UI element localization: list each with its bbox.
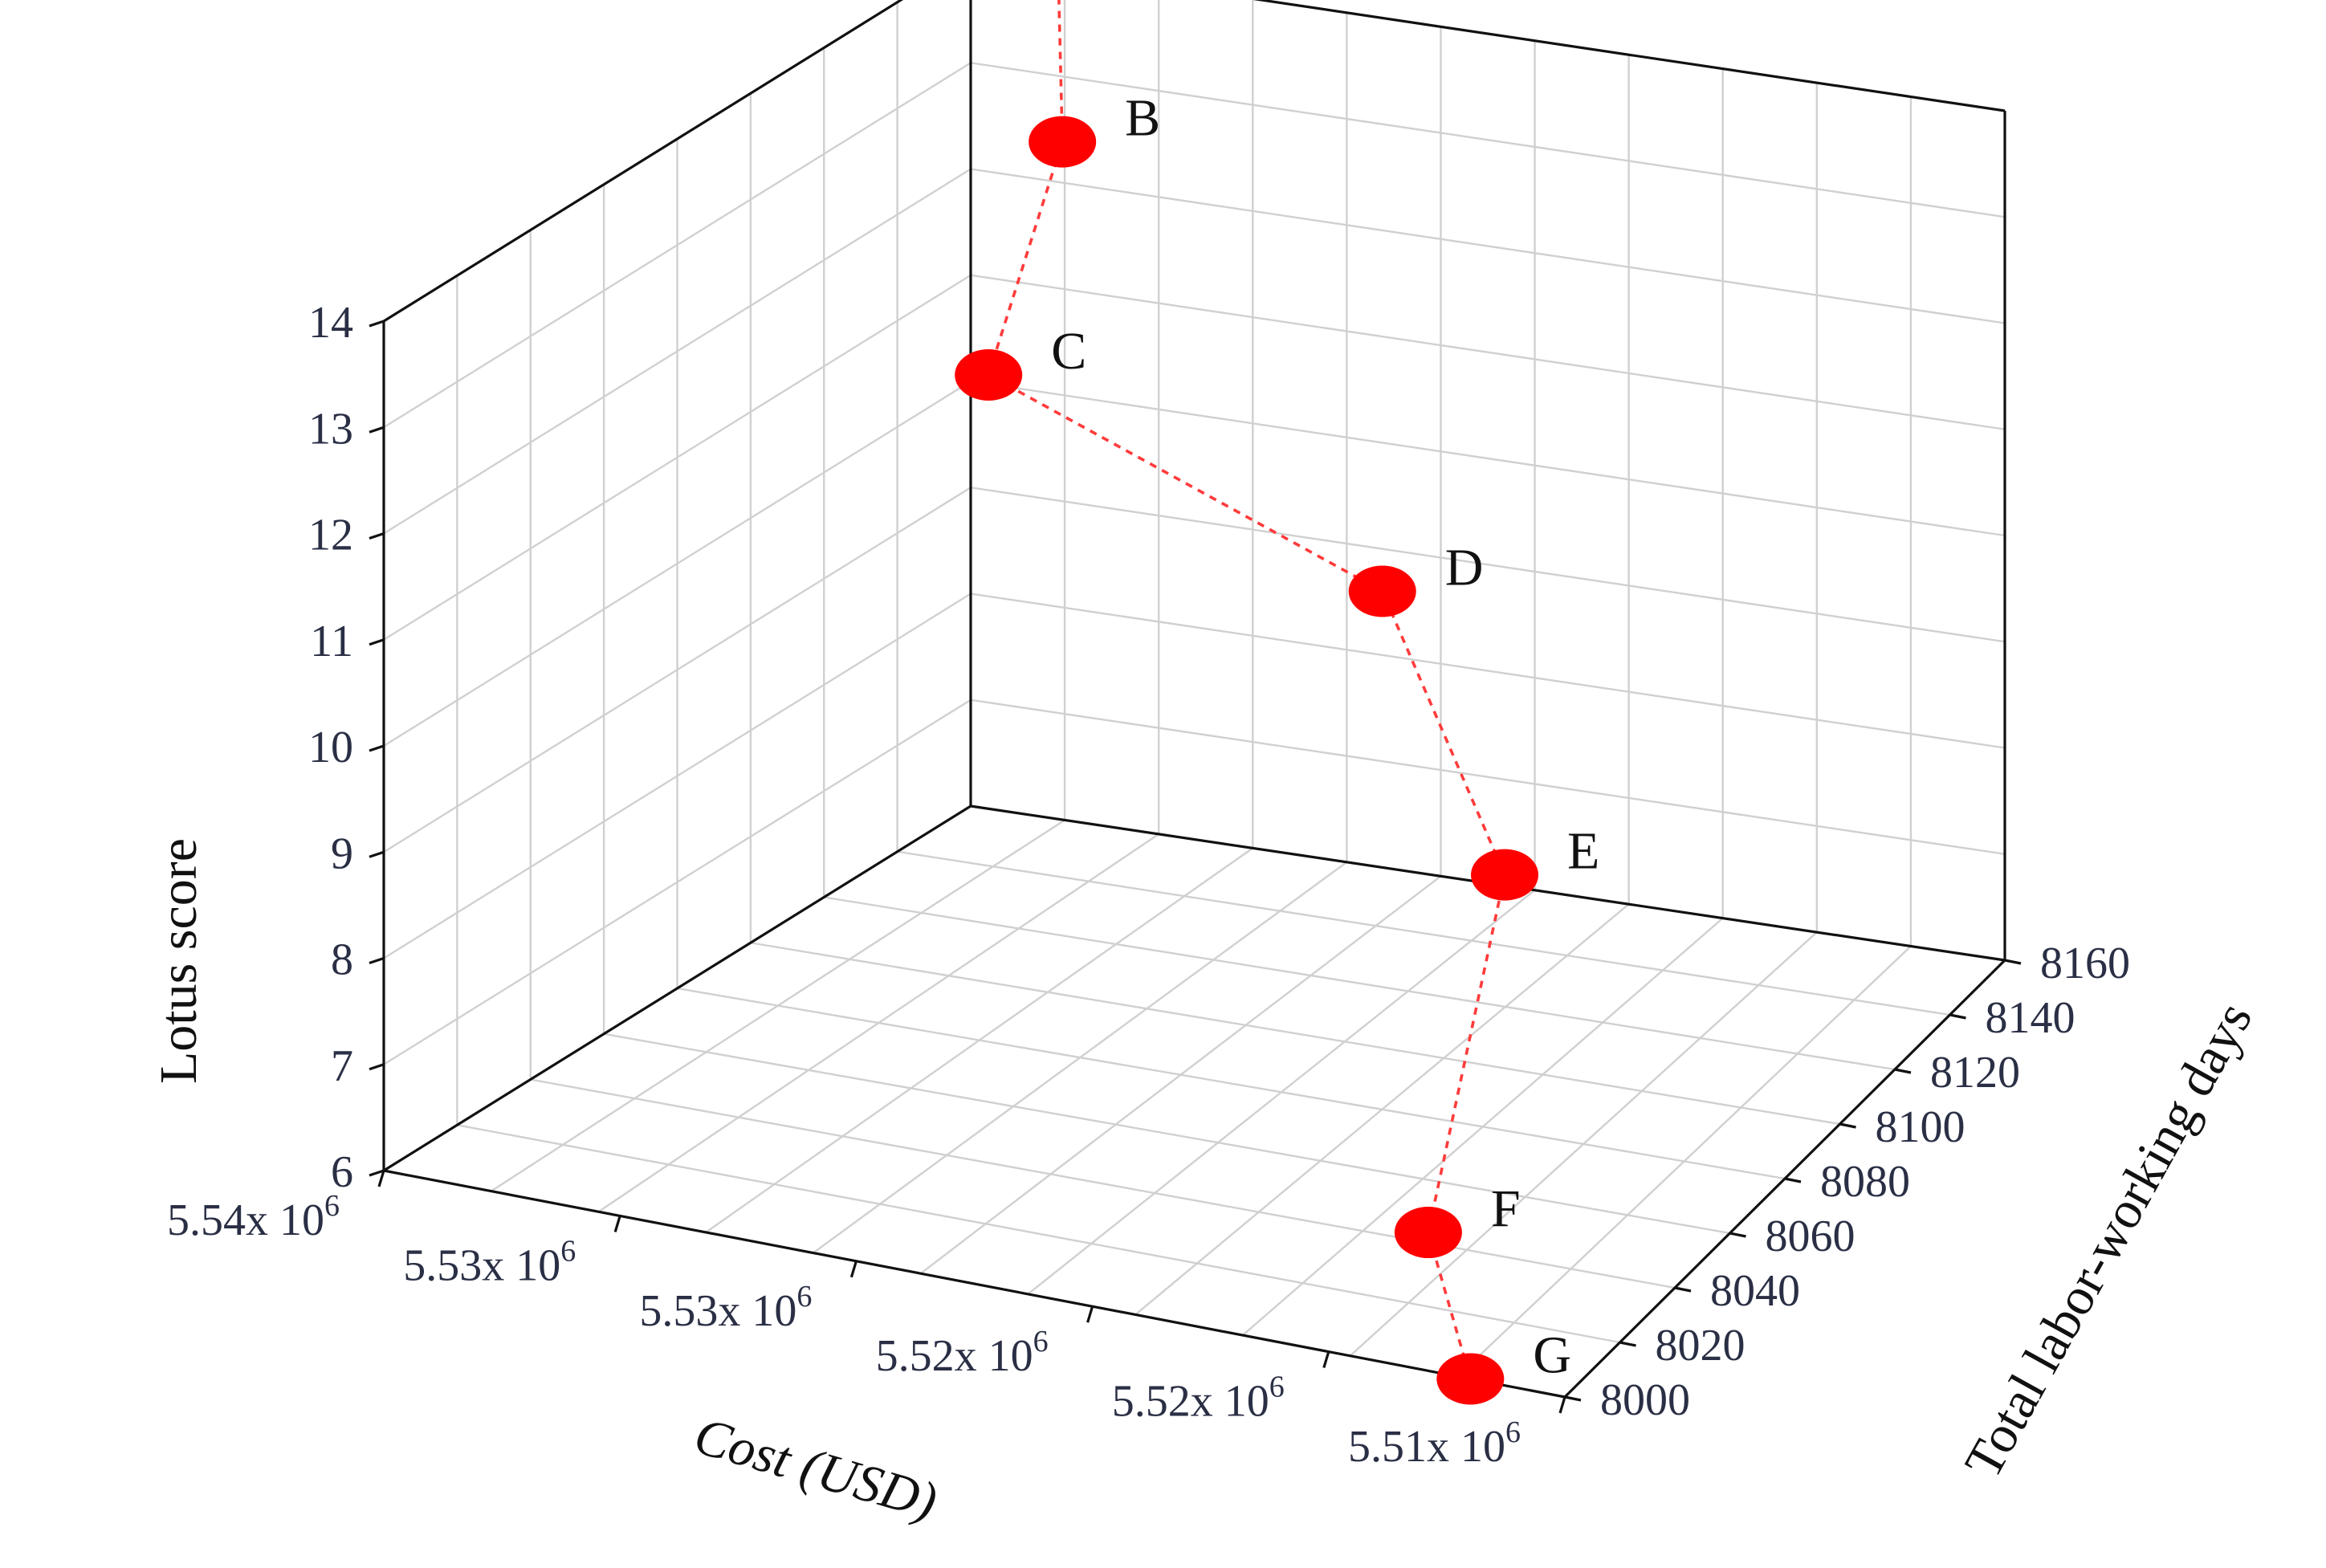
lotus-tick-mark (369, 1169, 385, 1177)
floor-grid-line (603, 1032, 1730, 1235)
cost-tick-label: 5.53x 106 (639, 1280, 812, 1336)
point-label-e: E (1567, 822, 1599, 881)
days-tick-label: 8080 (1820, 1157, 1910, 1207)
lotus-tick-mark (369, 1063, 385, 1071)
cost-axis-title: Cost (USD) (688, 1407, 943, 1532)
back-wall-grid-line (970, 698, 2006, 855)
days-tick-mark (1949, 1013, 1966, 1020)
lotus-tick-mark (369, 426, 385, 434)
lotus-tick-label: 8 (331, 935, 353, 985)
days-tick-label: 8020 (1656, 1321, 1746, 1370)
cost-axis-ticks: 5.54x 106 5.53x 106 5.53x 106 5.52x 106 5.52… (167, 1170, 1566, 1472)
data-point-g (1436, 1353, 1505, 1405)
cost-tick-mark (613, 1215, 621, 1232)
lotus-tick-mark (369, 744, 385, 752)
days-tick-mark (1839, 1122, 1856, 1129)
back-wall-grid-line (970, 168, 2006, 324)
left-wall-grid-line (383, 380, 972, 747)
cost-tick-label: 5.52x 106 (1112, 1370, 1285, 1427)
back-wall-grid-line (970, 62, 2006, 218)
left-wall-grid-line (383, 487, 972, 853)
lotus-tick-label: 9 (331, 829, 353, 878)
left-wall-grid-line (383, 593, 972, 959)
box-frame (382, 0, 2006, 1399)
data-point-b (1029, 116, 1097, 168)
days-tick-mark (1729, 1232, 1746, 1238)
floor-grid-line (897, 850, 1950, 1016)
days-tick-label: 8140 (1986, 993, 2075, 1043)
left-wall-grid-line (383, 698, 972, 1065)
left-wall-grid-line (383, 62, 972, 429)
cost-tick-label: 5.54x 106 (167, 1189, 340, 1245)
days-tick-mark (2004, 959, 2022, 965)
lotus-tick-label: 13 (308, 404, 353, 454)
back-wall-grid-line (970, 487, 2006, 643)
data-point-c (955, 348, 1023, 401)
left-wall-grid-line (383, 168, 972, 535)
lotus-tick-label: 11 (310, 617, 353, 666)
lotus-tick-mark (369, 850, 385, 858)
days-tick-label: 8060 (1766, 1212, 1856, 1261)
cost-tick-label: 5.53x 106 (403, 1234, 576, 1290)
cost-tick-mark (1558, 1396, 1566, 1414)
lotus-tick-label: 14 (308, 298, 353, 348)
floor-grid-line (530, 1078, 1676, 1289)
grid-layer (383, 0, 2006, 1378)
cost-tick-mark (1086, 1305, 1094, 1323)
data-point-e (1471, 849, 1539, 901)
lotus-tick-mark (369, 531, 385, 540)
back-wall-grid-line (970, 274, 2006, 430)
cost-tick-mark (849, 1261, 857, 1278)
left-wall-grid-line (383, 274, 972, 641)
cost-tick-label: 5.52x 106 (876, 1325, 1049, 1381)
days-tick-mark (1674, 1286, 1692, 1293)
days-tick-mark (1564, 1395, 1582, 1402)
box-edge (383, 804, 972, 1172)
lotus-tick-label: 6 (331, 1147, 353, 1197)
days-tick-mark (1619, 1341, 1636, 1347)
back-wall-grid-line (970, 380, 2006, 537)
lotus-axis-ticks: 6 7 8 9 10 11 12 13 14 (308, 298, 385, 1197)
box-edge (383, 0, 904, 323)
floor-grid-line (824, 896, 1896, 1071)
data-point-f (1394, 1207, 1462, 1259)
point-label-f: F (1491, 1179, 1521, 1238)
data-point-d (1348, 565, 1416, 617)
lotus-tick-mark (369, 320, 385, 328)
lotus-tick-label: 12 (308, 511, 353, 560)
lotus-tick-label: 10 (308, 723, 353, 772)
point-label-d: D (1445, 539, 1484, 597)
days-tick-label: 8040 (1710, 1266, 1800, 1316)
back-wall-grid-line (970, 593, 2006, 749)
series-connector-line (987, 0, 1506, 1379)
cost-tick-mark (377, 1170, 385, 1187)
box-edge (1253, 0, 2006, 112)
days-tick-label: 8000 (1600, 1375, 1690, 1425)
point-label-c: C (1051, 322, 1086, 381)
box-edge (383, 1169, 1566, 1399)
days-tick-mark (1894, 1068, 1912, 1074)
days-tick-label: 8120 (1930, 1048, 2020, 1098)
lotus-tick-mark (369, 638, 385, 646)
cost-tick-mark (1322, 1351, 1330, 1369)
lotus-tick-label: 7 (331, 1041, 353, 1091)
lotus-tick-mark (369, 956, 385, 965)
lotus-axis-title: Lotus score (149, 838, 208, 1084)
days-tick-label: 8100 (1876, 1102, 1965, 1152)
days-tick-label: 8160 (2040, 939, 2130, 988)
series-lotus-path: ABCDEFG (955, 0, 1599, 1405)
point-label-g: G (1533, 1326, 1571, 1384)
floor-grid-line (750, 942, 1840, 1126)
days-tick-mark (1784, 1177, 1802, 1183)
floor-grid-line (677, 987, 1786, 1180)
point-label-b: B (1125, 89, 1160, 148)
floor-grid-line (457, 1124, 1620, 1344)
cost-tick-label: 5.51x 106 (1348, 1415, 1521, 1472)
